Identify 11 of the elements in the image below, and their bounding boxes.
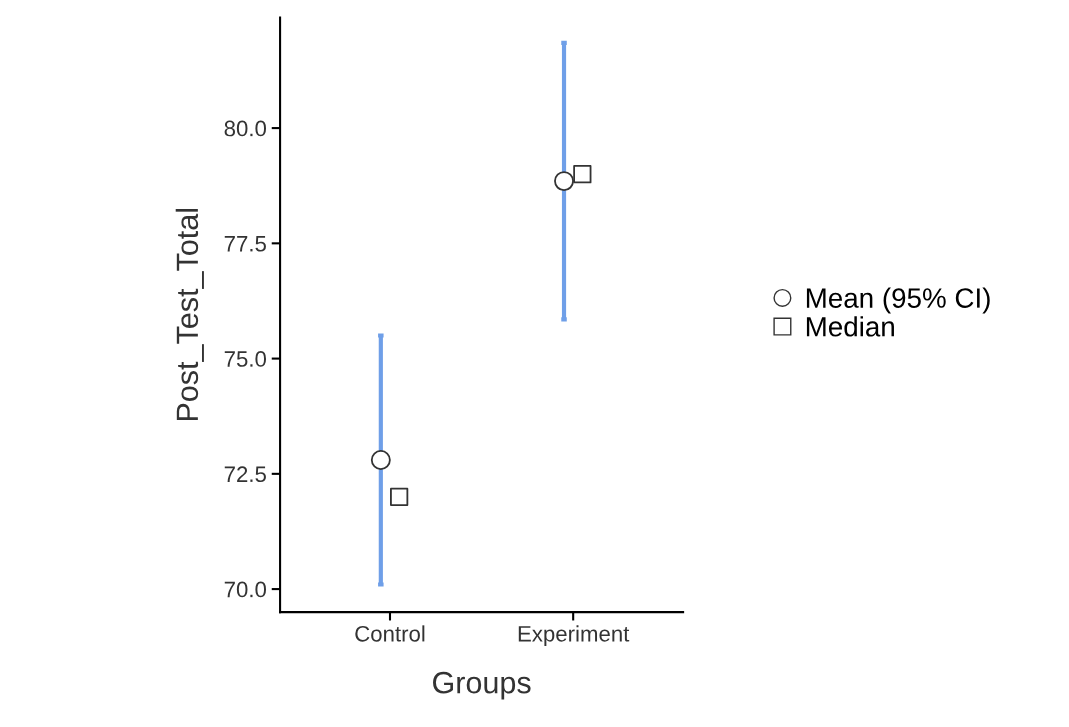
y-tick-label: 77.5	[224, 236, 266, 252]
x-tick-label: Control	[355, 625, 425, 642]
y-tick-label: 72.5	[224, 466, 266, 483]
y-tick-label: 75.0	[224, 351, 267, 367]
legend-label: Median	[806, 316, 894, 337]
x-axis-title: Groups	[433, 671, 531, 700]
x-tick-label: Experiment	[518, 625, 630, 647]
y-axis-title: Post_Test_Total	[175, 208, 204, 421]
legend-label: Mean (95% CI)	[806, 287, 990, 314]
y-tick-label: 80.0	[224, 120, 267, 137]
y-tick-label: 70.0	[224, 581, 267, 598]
